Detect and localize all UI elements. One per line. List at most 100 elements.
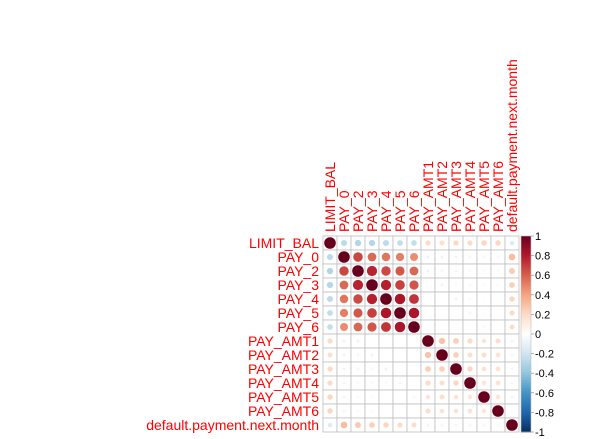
corr-circle-pay-amt4-pay-amt1	[425, 380, 431, 386]
colorbar-segment	[521, 373, 531, 376]
corr-circle-pay-6-limit-bal	[327, 324, 333, 330]
corr-circle-pay-amt1-pay-amt3	[453, 338, 459, 344]
colorbar-segment	[521, 251, 531, 255]
corr-circle-pay-5-pay-amt3	[455, 312, 457, 314]
colorbar-segment	[521, 426, 531, 429]
corr-circle-default-payment-next-month-pay-amt2	[440, 423, 444, 427]
grid-cell	[378, 347, 394, 363]
colorbar-segment	[521, 369, 531, 372]
corr-circle-pay-amt5-pay-2	[356, 395, 360, 399]
corr-circle-limit-bal-pay-0	[340, 239, 348, 247]
colorbar-segment	[521, 422, 531, 425]
corr-circle-pay-4-pay-amt3	[454, 297, 458, 301]
corr-circle-limit-bal-pay-amt4	[467, 240, 473, 246]
corr-circle-pay-2-pay-2	[352, 265, 364, 277]
colorbar-segment	[521, 345, 531, 349]
colorbar-segment	[521, 269, 531, 272]
corr-circle-default-payment-next-month-pay-3	[369, 422, 375, 428]
corr-circle-pay-amt3-pay-amt1	[425, 366, 431, 372]
corr-circle-pay-amt3-pay-amt6	[495, 366, 501, 372]
colorbar-segment	[521, 257, 531, 261]
colorbar-segment	[521, 379, 531, 382]
corr-circle-pay-amt4-pay-amt4	[464, 377, 476, 389]
colorbar-segment	[521, 245, 531, 249]
colorbar-segment	[521, 404, 531, 408]
corr-circle-pay-amt6-pay-amt1	[425, 408, 431, 414]
corr-circle-limit-bal-pay-amt1	[425, 240, 431, 246]
colorbar-legend	[520, 235, 532, 433]
row-label-pay-amt1: PAY_AMT1	[248, 333, 319, 349]
colorbar-segment	[521, 283, 531, 286]
colorbar-segment	[521, 310, 531, 313]
colorbar-segment	[521, 430, 531, 433]
corr-circle-pay-amt4-pay-5	[398, 381, 402, 385]
corr-circle-pay-3-pay-5	[395, 280, 405, 290]
corr-circle-pay-4-pay-0	[339, 294, 349, 304]
corr-circle-default-payment-next-month-pay-4	[383, 422, 389, 428]
colorbar-segment	[521, 298, 531, 302]
corr-circle-default-payment-next-month-pay-amt4	[468, 423, 472, 427]
corr-circle-pay-0-limit-bal	[326, 253, 334, 261]
colorbar-segment	[521, 410, 531, 413]
col-label-pay-amt5: PAY_AMT5	[476, 161, 492, 232]
corr-circle-pay-amt5-pay-amt2	[439, 394, 445, 400]
corr-circle-pay-amt3-limit-bal	[327, 366, 333, 372]
colorbar-segment	[521, 296, 531, 300]
colorbar-segment	[521, 428, 531, 431]
corr-circle-pay-0-pay-amt1	[426, 255, 430, 259]
corr-circle-default-payment-next-month-pay-5	[397, 422, 403, 428]
colorbar-segment	[521, 412, 531, 415]
corr-circle-limit-bal-default-payment-next-month	[509, 240, 515, 246]
col-label-pay-0: PAY_0	[336, 190, 352, 232]
colorbar-segment	[521, 267, 531, 270]
corr-circle-pay-amt2-pay-3	[370, 353, 374, 357]
corr-circle-pay-3-pay-amt6	[496, 283, 500, 287]
corr-circle-pay-4-pay-5	[394, 293, 406, 305]
corr-circle-limit-bal-pay-6	[411, 240, 417, 246]
corr-circle-pay-6-pay-0	[340, 323, 348, 331]
grid-cell	[364, 333, 380, 349]
corr-circle-pay-5-pay-0	[339, 308, 349, 318]
corr-circle-limit-bal-pay-2	[354, 239, 362, 247]
corr-circle-pay-amt1-limit-bal	[327, 338, 333, 344]
corr-circle-pay-amt1-pay-amt5	[481, 338, 487, 344]
corr-circle-pay-3-pay-amt3	[454, 283, 458, 287]
corr-circle-pay-5-pay-6	[408, 307, 420, 319]
corr-circle-pay-amt6-limit-bal	[327, 408, 333, 414]
corr-circle-pay-amt3-pay-4	[384, 367, 388, 371]
colorbar-tick-label: 0.4	[535, 290, 550, 302]
corr-circle-pay-0-pay-2	[353, 252, 363, 262]
corr-circle-pay-amt4-default-payment-next-month	[510, 381, 514, 385]
corr-circle-pay-amt5-pay-4	[385, 396, 387, 398]
colorbar-segment	[521, 306, 531, 310]
colorbar-segment	[521, 275, 531, 278]
colorbar-segment	[521, 414, 531, 417]
corr-circle-pay-amt2-default-payment-next-month	[510, 353, 514, 357]
row-label-pay-amt6: PAY_AMT6	[248, 403, 319, 419]
corr-circle-pay-3-pay-3	[366, 279, 378, 291]
corr-circle-pay-amt4-pay-2	[356, 381, 360, 385]
col-label-limit-bal: LIMIT_BAL	[322, 162, 338, 232]
colorbar-segment	[521, 239, 531, 243]
colorbar-segment	[521, 408, 531, 411]
colorbar-segment	[521, 290, 531, 294]
colorbar-segment	[521, 334, 531, 337]
corr-circle-pay-4-pay-amt1	[427, 298, 429, 300]
corr-circle-pay-6-pay-4	[381, 322, 391, 332]
corr-circle-pay-2-pay-amt5	[482, 269, 486, 273]
corr-circle-pay-0-pay-6	[410, 253, 418, 261]
corr-circle-pay-amt3-pay-5	[399, 368, 401, 370]
corr-circle-pay-6-pay-3	[367, 322, 377, 332]
corr-circle-pay-amt2-pay-amt6	[495, 352, 501, 358]
colorbar-tick-label: -1	[535, 427, 545, 439]
correlation-circles	[324, 237, 518, 431]
corr-circle-pay-6-default-payment-next-month	[509, 324, 515, 330]
corr-circle-pay-5-pay-amt6	[497, 312, 499, 314]
corr-circle-pay-amt3-default-payment-next-month	[510, 367, 514, 371]
colorbar-segment	[521, 322, 531, 325]
colorbar-segment	[521, 332, 531, 335]
corr-circle-pay-2-limit-bal	[326, 267, 334, 275]
row-label-pay-amt5: PAY_AMT5	[248, 389, 319, 405]
colorbar-segment	[521, 363, 531, 366]
corr-circle-pay-2-pay-6	[409, 266, 419, 276]
